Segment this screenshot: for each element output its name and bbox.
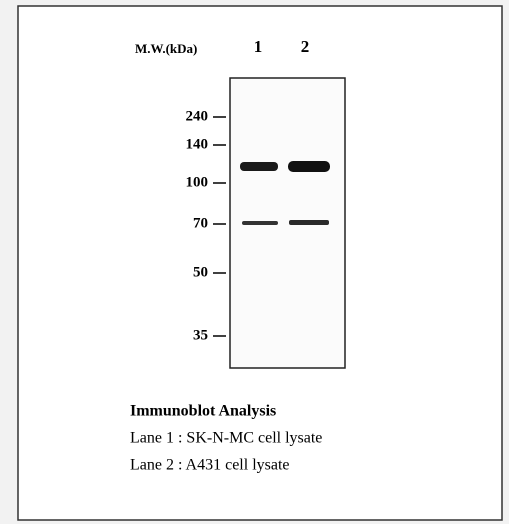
marker-label: 70 xyxy=(193,215,208,231)
band xyxy=(289,220,329,225)
band xyxy=(288,161,330,172)
marker-label: 140 xyxy=(186,136,209,152)
figure: M.W.(kDa) 1 2 240 140 100 70 50 35 Immunoblot… xyxy=(0,0,509,524)
marker-label: 35 xyxy=(193,327,208,343)
lane-label: 2 xyxy=(301,37,310,56)
band xyxy=(240,162,278,171)
lane-label: 1 xyxy=(254,37,263,56)
legend-title: Immunoblot Analysis xyxy=(130,403,276,420)
page: M.W.(kDa) 1 2 240 140 100 70 50 35 Immunoblot… xyxy=(0,0,509,524)
mw-label: M.W.(kDa) xyxy=(135,41,197,56)
band xyxy=(242,221,278,225)
legend-line: Lane 1 : SK-N-MC cell lysate xyxy=(130,430,322,447)
legend-line: Lane 2 : A431 cell lysate xyxy=(130,457,290,474)
marker-label: 50 xyxy=(193,264,208,280)
marker-label: 100 xyxy=(186,174,209,190)
marker-label: 240 xyxy=(186,108,209,124)
